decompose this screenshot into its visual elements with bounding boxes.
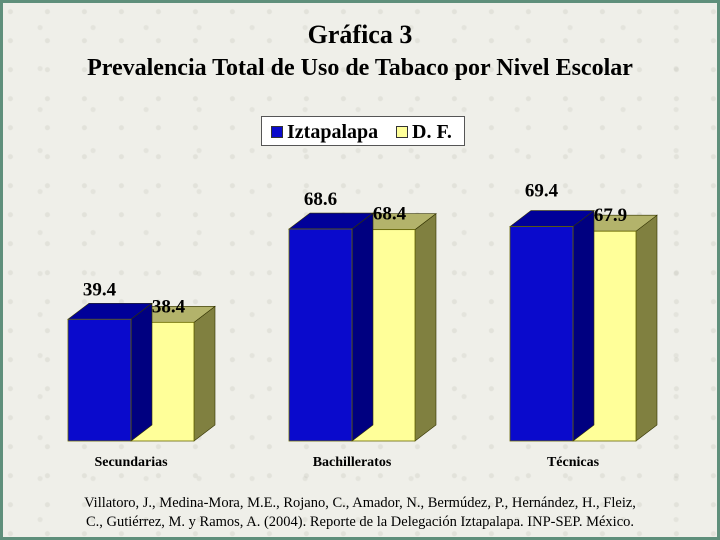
data-label-df-técnicas: 67.9 xyxy=(594,205,627,226)
bar-iztapalapa-bachilleratos xyxy=(288,228,353,442)
category-label-bachilleratos: Bachilleratos xyxy=(313,455,392,470)
data-label-iztapalapa-bachilleratos: 68.6 xyxy=(304,189,337,210)
bar-df-secundarias-side xyxy=(193,305,216,442)
chart-legend: Iztapalapa D. F. xyxy=(261,116,465,146)
source-line-1: Villatoro, J., Medina-Mora, M.E., Rojano… xyxy=(84,495,636,511)
category-label-secundarias: Secundarias xyxy=(94,455,168,470)
chart-subtitle: Prevalencia Total de Uso de Tabaco por N… xyxy=(87,55,633,81)
legend-swatch-iztapalapa xyxy=(271,126,283,138)
bar-iztapalapa-secundarias xyxy=(67,318,132,442)
bar-df-bachilleratos-side xyxy=(414,213,437,442)
data-label-df-bachilleratos: 68.4 xyxy=(373,204,407,225)
bar-iztapalapa-técnicas-side xyxy=(572,209,595,442)
bar-df-técnicas-side xyxy=(635,214,658,442)
data-label-iztapalapa-técnicas: 69.4 xyxy=(525,181,559,202)
data-label-df-secundarias: 38.4 xyxy=(152,296,186,317)
source-citation: Villatoro, J., Medina-Mora, M.E., Rojano… xyxy=(40,494,680,532)
category-label-técnicas: Técnicas xyxy=(547,455,600,470)
bar-iztapalapa-técnicas xyxy=(509,226,574,442)
source-line-2: C., Gutiérrez, M. y Ramos, A. (2004). Re… xyxy=(85,514,635,530)
legend-swatch-df xyxy=(396,126,408,138)
data-label-iztapalapa-secundarias: 39.4 xyxy=(83,279,117,300)
bar-iztapalapa-secundarias-side xyxy=(130,302,153,442)
chart-title: Gráfica 3 xyxy=(307,20,413,49)
legend-label-iztapalapa: Iztapalapa xyxy=(287,121,379,143)
legend-label-df: D. F. xyxy=(412,121,452,143)
bar-iztapalapa-bachilleratos-side xyxy=(351,212,374,442)
